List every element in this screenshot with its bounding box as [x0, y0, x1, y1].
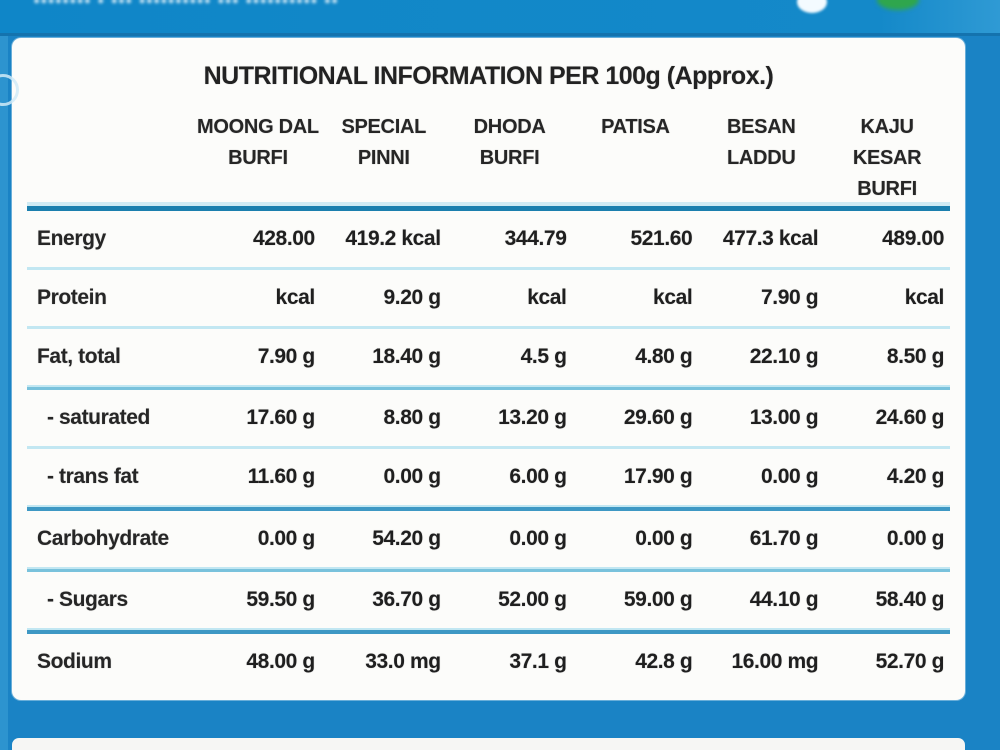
nutrition-card: NUTRITIONAL INFORMATION PER 100g (Approx… [12, 38, 965, 700]
column-header-kaju-kesar-burfi: KAJU KESAR BURFI [852, 116, 922, 200]
blurred-website-text: •••••••• • ••• •••••••••• ••• ••••••••••… [34, 0, 340, 10]
table-row-sodium: Sodium 48.00 g 33.0 mg 37.1 g 42.8 g 16.… [37, 650, 944, 673]
column-header-dhoda-burfi: DHODA BURFI [473, 116, 546, 169]
header-divider [27, 202, 950, 211]
column-header-besan-laddu: BESAN LADDU [726, 116, 796, 169]
section-divider [27, 505, 950, 511]
table-row-fat-total: Fat, total 7.90 g 18.40 g 4.5 g 4.80 g 2… [37, 345, 944, 368]
nutrition-table: MOONG DAL BURFI SPECIAL PINNI DHODA BURF… [12, 102, 965, 690]
table-row-carbohydrate: Carbohydrate 0.00 g 54.20 g 0.00 g 0.00 … [37, 527, 944, 550]
table-row-saturated: - saturated 17.60 g 8.80 g 13.20 g 29.60… [47, 406, 944, 429]
section-divider [27, 628, 950, 634]
column-header-patisa: PATISA [601, 116, 670, 138]
row-divider [27, 326, 950, 329]
next-card-edge [12, 738, 965, 750]
table-row-sugars: - Sugars 59.50 g 36.70 g 52.00 g 59.00 g… [47, 588, 944, 611]
row-divider [27, 267, 950, 270]
green-circle-icon[interactable] [877, 0, 919, 10]
white-circle-icon[interactable] [797, 0, 827, 13]
column-header-special-pinni: SPECIAL PINNI [341, 116, 427, 169]
row-divider [27, 446, 950, 449]
row-divider [27, 385, 950, 390]
top-bar: •••••••• • ••• •••••••••• ••• ••••••••••… [0, 0, 1000, 36]
table-row-protein: Protein kcal 9.20 g kcal kcal 7.90 g kca… [37, 286, 944, 309]
table-row-trans-fat: - trans fat 11.60 g 0.00 g 6.00 g 17.90 … [47, 465, 944, 488]
left-edge-circle-icon[interactable] [0, 74, 19, 106]
table-title: NUTRITIONAL INFORMATION PER 100g (Approx… [203, 62, 774, 90]
column-header-moong-dal-burfi: MOONG DAL BURFI [197, 116, 319, 169]
table-row-energy: Energy 428.00 419.2 kcal 344.79 521.60 4… [37, 227, 944, 250]
row-divider [27, 567, 950, 572]
table-header-row: MOONG DAL BURFI SPECIAL PINNI DHODA BURF… [27, 102, 950, 202]
left-edge-strip [0, 33, 8, 750]
